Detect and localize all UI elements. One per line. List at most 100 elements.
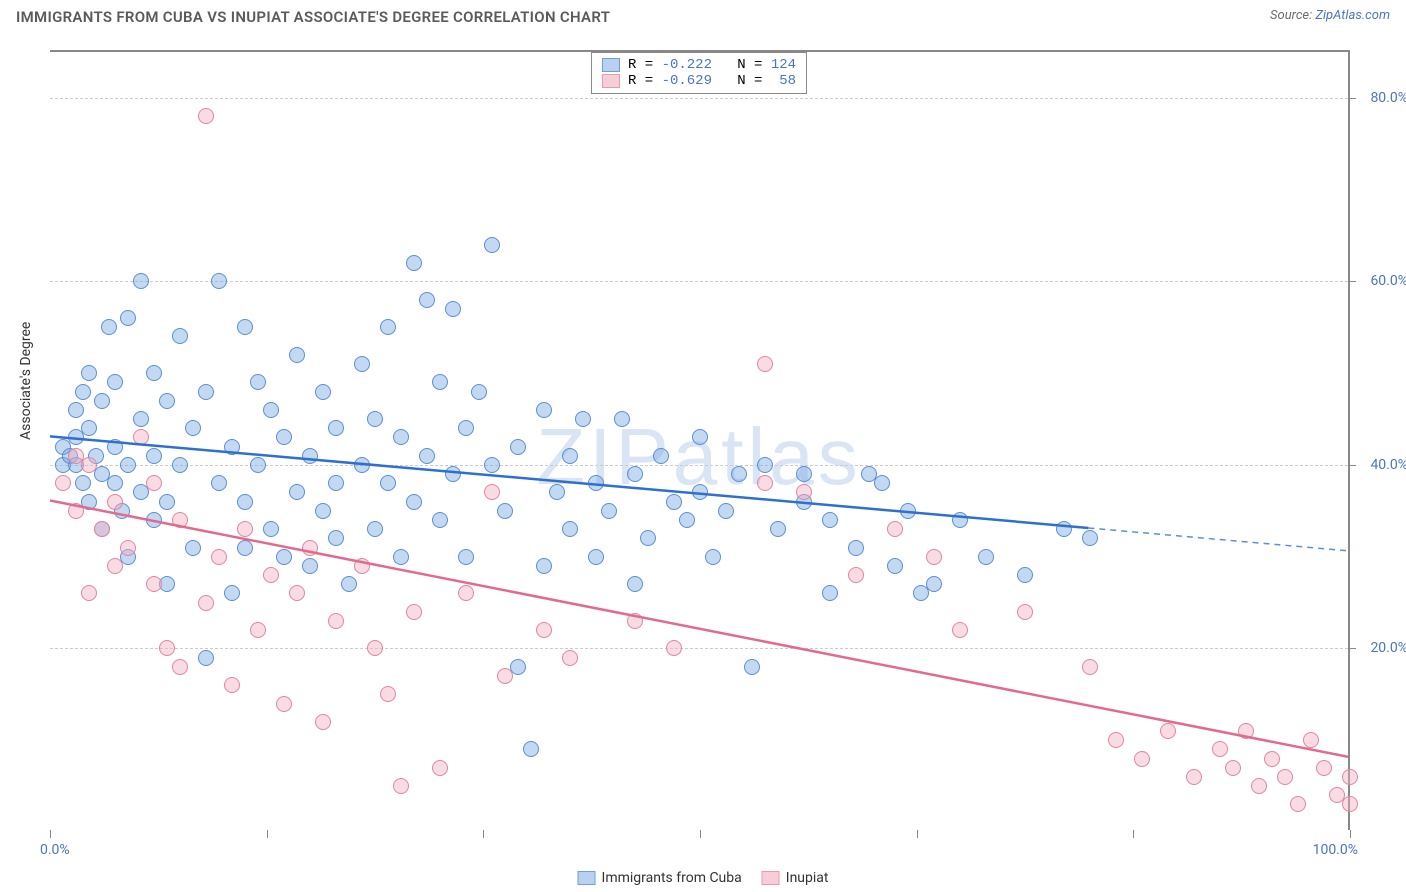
- scatter-point-cuba: [575, 411, 591, 427]
- scatter-point-cuba: [874, 475, 890, 491]
- scatter-point-cuba: [237, 540, 253, 556]
- scatter-point-cuba: [133, 411, 149, 427]
- scatter-point-inupiat: [1212, 741, 1228, 757]
- scatter-point-cuba: [107, 439, 123, 455]
- scatter-point-cuba: [237, 494, 253, 510]
- scatter-point-inupiat: [952, 622, 968, 638]
- source-link[interactable]: ZipAtlas.com: [1315, 8, 1390, 23]
- legend-swatch: [602, 58, 620, 72]
- scatter-point-cuba: [549, 484, 565, 500]
- scatter-point-cuba: [926, 576, 942, 592]
- scatter-point-inupiat: [757, 475, 773, 491]
- y-axis-tick-label: 60.0%: [1370, 273, 1406, 289]
- scatter-point-cuba: [159, 393, 175, 409]
- scatter-point-cuba: [588, 475, 604, 491]
- scatter-point-inupiat: [627, 613, 643, 629]
- scatter-point-inupiat: [536, 622, 552, 638]
- scatter-point-cuba: [328, 530, 344, 546]
- scatter-point-cuba: [731, 466, 747, 482]
- y-axis-tick-label: 40.0%: [1370, 457, 1406, 473]
- scatter-point-inupiat: [458, 585, 474, 601]
- scatter-point-inupiat: [1264, 751, 1280, 767]
- y-axis-title: Associate's Degree: [18, 322, 34, 440]
- scatter-point-cuba: [159, 494, 175, 510]
- scatter-point-inupiat: [107, 494, 123, 510]
- scatter-point-cuba: [341, 576, 357, 592]
- scatter-point-cuba: [666, 494, 682, 510]
- legend-row: R = -0.629 N = 58: [602, 73, 796, 89]
- x-axis-tick: [483, 830, 484, 838]
- scatter-point-cuba: [653, 448, 669, 464]
- scatter-point-cuba: [263, 521, 279, 537]
- scatter-point-cuba: [367, 521, 383, 537]
- scatter-point-inupiat: [172, 659, 188, 675]
- scatter-point-inupiat: [250, 622, 266, 638]
- scatter-point-cuba: [406, 494, 422, 510]
- legend-swatch: [762, 871, 780, 885]
- scatter-point-cuba: [419, 292, 435, 308]
- scatter-point-cuba: [432, 374, 448, 390]
- scatter-point-cuba: [848, 540, 864, 556]
- scatter-point-inupiat: [1017, 604, 1033, 620]
- scatter-point-cuba: [1056, 521, 1072, 537]
- scatter-point-inupiat: [172, 512, 188, 528]
- scatter-point-cuba: [952, 512, 968, 528]
- scatter-point-inupiat: [120, 540, 136, 556]
- scatter-point-inupiat: [237, 521, 253, 537]
- scatter-point-cuba: [380, 475, 396, 491]
- scatter-point-inupiat: [1290, 796, 1306, 812]
- scatter-point-inupiat: [133, 429, 149, 445]
- scatter-point-inupiat: [198, 595, 214, 611]
- scatter-point-cuba: [68, 402, 84, 418]
- scatter-point-inupiat: [354, 558, 370, 574]
- scatter-point-inupiat: [68, 503, 84, 519]
- scatter-point-inupiat: [367, 640, 383, 656]
- legend-swatch: [602, 74, 620, 88]
- scatter-point-cuba: [458, 420, 474, 436]
- scatter-point-cuba: [380, 319, 396, 335]
- x-axis-max-label: 100.0%: [1313, 842, 1358, 858]
- scatter-point-inupiat: [393, 778, 409, 794]
- scatter-point-cuba: [1017, 567, 1033, 583]
- scatter-point-inupiat: [666, 640, 682, 656]
- scatter-point-inupiat: [1277, 769, 1293, 785]
- gridline: [50, 648, 1348, 649]
- scatter-point-inupiat: [1303, 732, 1319, 748]
- scatter-point-inupiat: [302, 540, 318, 556]
- scatter-point-cuba: [822, 512, 838, 528]
- x-axis-tick: [700, 830, 701, 838]
- chart-plot-area: ZIPatlas 20.0%40.0%60.0%80.0% R = -0.222…: [50, 50, 1350, 830]
- chart-title: IMMIGRANTS FROM CUBA VS INUPIAT ASSOCIAT…: [16, 8, 610, 26]
- scatter-point-cuba: [211, 273, 227, 289]
- scatter-point-inupiat: [146, 475, 162, 491]
- scatter-point-cuba: [94, 393, 110, 409]
- gridline: [50, 281, 1348, 282]
- x-axis-tick: [50, 830, 51, 838]
- scatter-point-cuba: [536, 558, 552, 574]
- scatter-point-cuba: [770, 521, 786, 537]
- scatter-point-cuba: [107, 374, 123, 390]
- legend-item: Inupiat: [762, 870, 829, 886]
- scatter-point-inupiat: [432, 760, 448, 776]
- x-axis-tick: [267, 830, 268, 838]
- scatter-point-cuba: [484, 457, 500, 473]
- scatter-point-cuba: [250, 374, 266, 390]
- scatter-point-cuba: [978, 549, 994, 565]
- scatter-point-cuba: [484, 237, 500, 253]
- scatter-point-cuba: [900, 503, 916, 519]
- series-legend: Immigrants from Cuba Inupiat: [578, 870, 829, 886]
- scatter-point-cuba: [101, 319, 117, 335]
- scatter-point-cuba: [692, 484, 708, 500]
- scatter-point-cuba: [224, 439, 240, 455]
- scatter-point-cuba: [315, 384, 331, 400]
- scatter-point-cuba: [419, 448, 435, 464]
- scatter-point-cuba: [276, 549, 292, 565]
- scatter-point-cuba: [822, 585, 838, 601]
- x-axis-tick: [1350, 830, 1351, 838]
- legend-item: Immigrants from Cuba: [578, 870, 742, 886]
- correlation-legend: R = -0.222 N = 124R = -0.629 N = 58: [591, 52, 807, 94]
- scatter-point-cuba: [601, 503, 617, 519]
- scatter-point-cuba: [510, 439, 526, 455]
- scatter-point-cuba: [393, 429, 409, 445]
- scatter-point-inupiat: [406, 604, 422, 620]
